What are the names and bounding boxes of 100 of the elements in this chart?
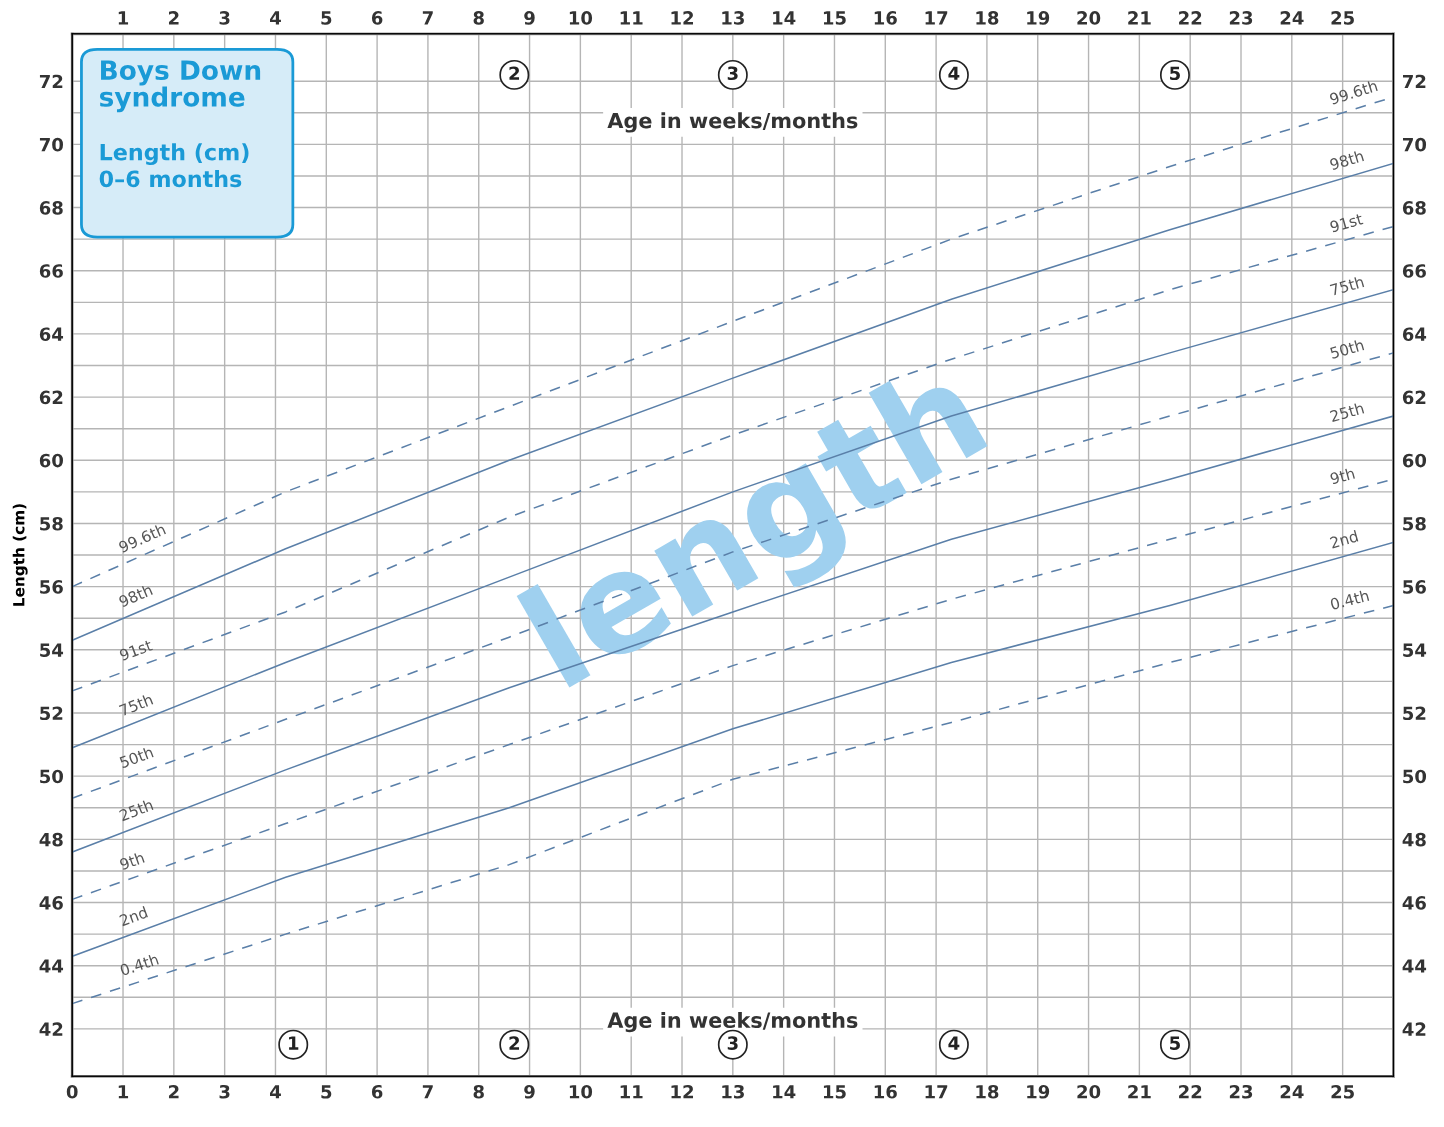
annotation: 1	[289, 1036, 299, 1050]
y2-tick-label: 50	[1403, 769, 1427, 784]
annotation: 3	[727, 66, 738, 81]
y2-tick-label: 46	[1402, 896, 1426, 910]
y2-tick-label: 60	[1402, 453, 1427, 468]
x2-tick-label: 7	[422, 11, 433, 25]
x-tick-label: 2	[168, 1084, 179, 1099]
annotation: 4	[948, 66, 960, 80]
text: 98th	[118, 583, 153, 608]
y-tick-label: 70	[39, 137, 63, 152]
x2-tick-label: 15	[823, 11, 846, 25]
x-tick-label: 14	[773, 1085, 796, 1099]
x-tick-label: 4	[270, 1085, 281, 1099]
x2-tick-label: 1	[118, 11, 129, 25]
y2-tick-label: 70	[1403, 137, 1427, 152]
x-tick-label: 19	[1027, 1084, 1050, 1099]
x2-tick-label: 12	[671, 11, 694, 25]
x2-tick-label: 24	[1280, 11, 1304, 25]
text: 50th	[1329, 338, 1365, 360]
x2-tick-label: 5	[321, 11, 332, 25]
y2-tick-label: 66	[1402, 264, 1426, 278]
y2-tick-label: 62	[1402, 390, 1426, 405]
x-tick-label: 8	[473, 1084, 484, 1099]
x2-tick-label: 8	[473, 11, 484, 25]
text: 75th	[118, 693, 154, 717]
x-tick-label: 20	[1077, 1084, 1101, 1099]
x-tick-label: 3	[219, 1084, 230, 1099]
x2-tick-label: 23	[1229, 11, 1253, 25]
x-tick-label: 18	[976, 1084, 999, 1099]
y-tick-label: 72	[39, 74, 63, 89]
x-tick-label: 12	[671, 1084, 694, 1099]
text: 0.4th	[119, 953, 159, 977]
x-tick-label: 15	[823, 1085, 846, 1099]
text: Boys Down syndrome	[99, 60, 261, 113]
text: 0.4th	[1329, 589, 1370, 611]
y-tick-label: 56	[40, 580, 63, 594]
y-tick-label: 48	[39, 832, 63, 847]
y-tick-label: 64	[39, 327, 64, 342]
x-tick-label: 11	[620, 1085, 643, 1099]
text: 9th	[1329, 467, 1355, 485]
x2-tick-label: 17	[925, 11, 948, 25]
y2-tick-label: 52	[1403, 706, 1426, 721]
x-tick-label: 7	[422, 1085, 433, 1099]
y-tick-label: 68	[39, 201, 63, 215]
x2-tick-label: 10	[569, 11, 593, 25]
x-tick-label: 23	[1229, 1084, 1253, 1099]
x-tick-label: 21	[1128, 1084, 1151, 1099]
x2-tick-label: 19	[1027, 11, 1050, 25]
annotation: 3	[727, 1036, 738, 1050]
text: 25th	[1329, 401, 1365, 423]
text: 2nd	[118, 906, 148, 927]
x-tick-label: 0	[66, 1084, 78, 1099]
y-tick-label: 62	[39, 390, 63, 405]
text: 25th	[118, 798, 154, 822]
y2-tick-label: 72	[1403, 74, 1426, 89]
x-tick-label: 24	[1280, 1084, 1304, 1099]
x2-tick-label: 22	[1179, 11, 1202, 25]
annotation: 5	[1170, 1036, 1180, 1050]
text: 91st	[118, 639, 153, 662]
x2-tick-label: 4	[270, 11, 281, 25]
x2-tick-label: 2	[168, 11, 179, 25]
y2-tick-label: 44	[1402, 959, 1427, 973]
text: 75th	[1329, 275, 1365, 296]
annotation: 2	[509, 1036, 520, 1050]
y-tick-label: 66	[39, 264, 63, 278]
y2-tick-label: 48	[1402, 832, 1426, 847]
x-tick-label: 9	[524, 1084, 535, 1099]
y-tick-label: 50	[40, 769, 63, 784]
x-tick-label: 25	[1331, 1084, 1354, 1099]
x2-tick-label: 21	[1128, 11, 1151, 25]
x2-tick-label: 3	[219, 11, 230, 25]
y-tick-label: 58	[40, 516, 63, 531]
x-tick-label: 16	[874, 1084, 897, 1099]
y2-tick-label: 58	[1403, 516, 1426, 531]
x2-tick-label: 16	[874, 11, 897, 25]
annotation: 5	[1170, 66, 1180, 81]
annotation: 2	[509, 66, 520, 80]
y-tick-label: 42	[39, 1022, 63, 1036]
annotation: Age in weeks/months	[607, 1011, 858, 1033]
x2-tick-label: 25	[1331, 11, 1354, 25]
x2-tick-label: 14	[773, 11, 796, 25]
y2-tick-label: 56	[1403, 580, 1426, 594]
x-tick-label: 10	[569, 1084, 593, 1099]
x2-tick-label: 18	[976, 11, 999, 25]
y-axis-title: Length (cm)	[12, 504, 28, 606]
y-tick-label: 60	[39, 453, 63, 468]
x2-tick-label: 6	[371, 11, 383, 25]
text: 91st	[1329, 213, 1364, 233]
annotation: 4	[948, 1036, 960, 1050]
x-tick-label: 17	[925, 1085, 948, 1099]
x2-tick-label: 20	[1077, 11, 1101, 25]
y-tick-label: 46	[39, 896, 63, 910]
x-tick-label: 22	[1179, 1084, 1202, 1099]
y-tick-label: 44	[39, 959, 64, 973]
text: Length (cm) 0–6 months	[99, 143, 249, 188]
annotation: Age in weeks/months	[607, 112, 858, 133]
x2-tick-label: 13	[722, 11, 744, 25]
x-tick-label: 1	[118, 1085, 129, 1099]
text: 9th	[118, 851, 145, 871]
x2-tick-label: 11	[620, 11, 643, 25]
